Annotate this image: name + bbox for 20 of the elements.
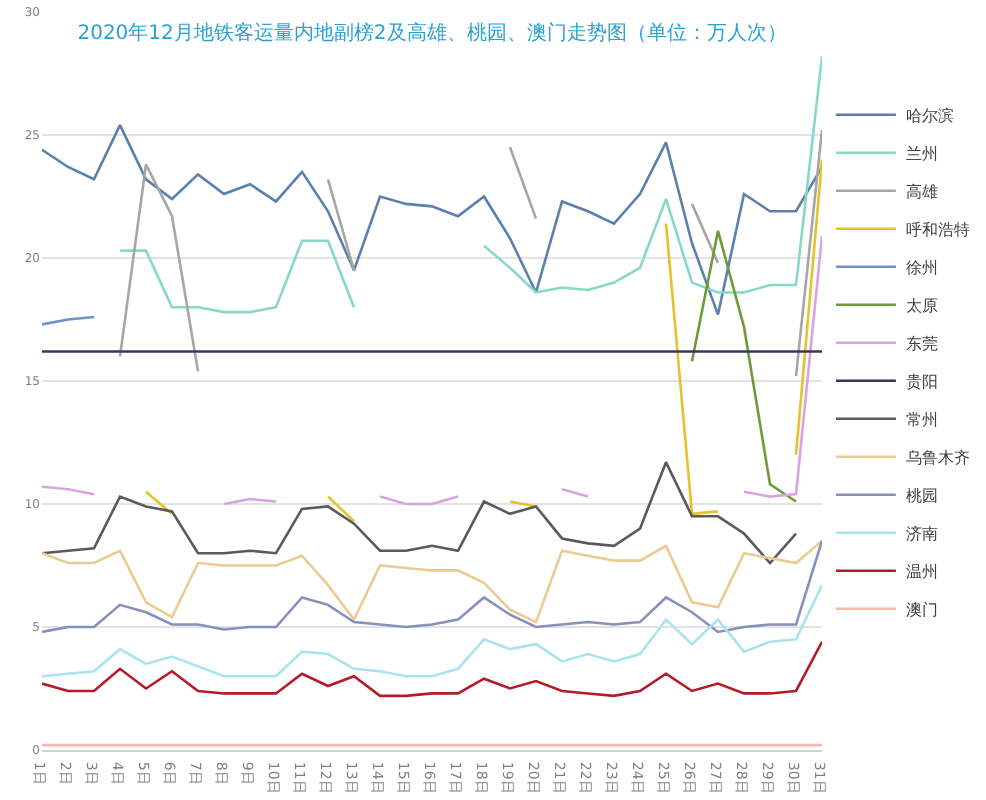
text: 2020年12月地铁客运量内地副榜2及高雄、桃园、澳门走势图（单位：万人次）	[77, 21, 787, 45]
line-series	[42, 583, 822, 678]
legend-label: 温州	[905, 563, 938, 582]
legend-label: 兰州	[905, 145, 938, 164]
line-series	[42, 123, 822, 316]
legend-label: 哈尔滨	[905, 107, 954, 126]
legend-label: 呼和浩特	[905, 221, 970, 240]
legend-label: 太原	[905, 297, 938, 316]
legend-label: 乌鲁木齐	[905, 449, 970, 468]
line-series	[690, 229, 798, 503]
legend-label: 贵阳	[905, 373, 938, 392]
line-series	[42, 640, 822, 698]
legend-label: 东莞	[905, 335, 938, 354]
legend-label: 桃园	[905, 487, 938, 506]
legend-label: 高雄	[905, 183, 938, 202]
legend-label: 济南	[905, 525, 938, 544]
legend-label: 澳门	[905, 601, 938, 620]
legend-label: 徐州	[905, 259, 938, 278]
legend-label: 常州	[905, 411, 938, 430]
line-series	[42, 460, 798, 565]
